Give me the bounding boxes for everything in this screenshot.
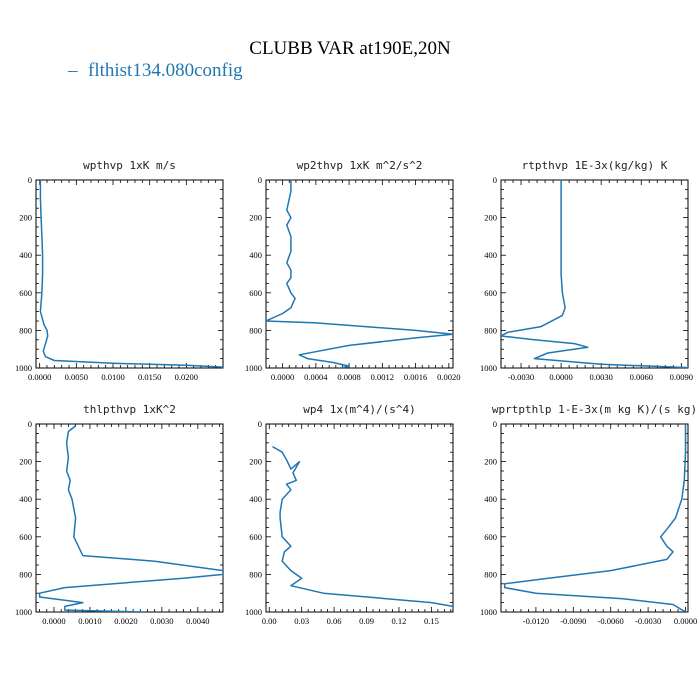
x-tick-label: 0.0030 xyxy=(150,616,173,626)
y-tick-label: 400 xyxy=(19,494,32,504)
x-tick-label: 0.0000 xyxy=(28,372,51,382)
y-tick-label: 600 xyxy=(19,288,32,298)
x-tick-label: 0.06 xyxy=(327,616,342,626)
y-tick-label: 1000 xyxy=(15,607,32,617)
chart-panel-3: rtpthvp 1E-3x(kg/kg) K 0 200 400 600 800 1000 -… xyxy=(480,159,693,382)
y-tick-label: 400 xyxy=(249,250,262,260)
x-tick-label: 0.0050 xyxy=(65,372,88,382)
x-tick-label: 0.0040 xyxy=(186,616,209,626)
series-line xyxy=(272,445,453,611)
plot-frame xyxy=(35,179,224,369)
y-tick-label: 600 xyxy=(249,532,262,542)
x-tick-label: 0.0100 xyxy=(101,372,124,382)
x-tick-label: 0.0000 xyxy=(674,616,697,626)
series-line xyxy=(38,425,223,612)
x-tick-label: 0.0200 xyxy=(175,372,198,382)
y-tick-label: 400 xyxy=(19,250,32,260)
y-tick-label: 1000 xyxy=(480,607,497,617)
y-tick-label: 400 xyxy=(249,494,262,504)
x-tick-label: -0.0090 xyxy=(560,616,586,626)
series-line xyxy=(503,424,687,612)
y-tick-label: 200 xyxy=(19,213,32,223)
x-tick-label: 0.09 xyxy=(359,616,374,626)
y-tick-label: 200 xyxy=(249,213,262,223)
series-line xyxy=(39,180,223,368)
x-tick-label: 0.0030 xyxy=(589,372,612,382)
y-tick-label: 600 xyxy=(249,288,262,298)
y-tick-label: 400 xyxy=(484,250,497,260)
x-tick-label: 0.0010 xyxy=(78,616,101,626)
x-tick-label: 0.0000 xyxy=(271,372,294,382)
x-tick-label: 0.15 xyxy=(424,616,439,626)
y-tick-label: 200 xyxy=(19,457,32,467)
y-tick-label: 200 xyxy=(484,457,497,467)
y-tick-label: 0 xyxy=(493,175,497,185)
x-tick-label: 0.12 xyxy=(392,616,407,626)
panel-title: rtpthvp 1E-3x(kg/kg) K xyxy=(522,159,668,172)
y-tick-label: 200 xyxy=(249,457,262,467)
y-tick-label: 0 xyxy=(28,175,32,185)
legend-label: flthist134.080config xyxy=(88,60,243,81)
x-tick-label: 0.0000 xyxy=(42,616,65,626)
legend-dash: – xyxy=(67,60,78,81)
panel-title: thlpthvp 1xK^2 xyxy=(83,403,176,416)
figure-title: CLUBB VAR at190E,20N xyxy=(249,38,451,59)
y-tick-label: 800 xyxy=(249,325,262,335)
plot-frame xyxy=(265,179,454,369)
x-tick-label: 0.03 xyxy=(294,616,309,626)
y-tick-label: 1000 xyxy=(480,363,497,373)
series-line xyxy=(266,180,453,368)
x-tick-label: 0.0004 xyxy=(304,372,328,382)
y-tick-label: 1000 xyxy=(15,363,32,373)
y-tick-label: 0 xyxy=(258,175,262,185)
chart-panel-2: wp2thvp 1xK m^2/s^2 0 200 400 600 800 1000 0.00… xyxy=(245,159,461,382)
x-tick-label: 0.0012 xyxy=(371,372,394,382)
x-tick-label: 0.0090 xyxy=(670,372,693,382)
x-tick-label: 0.00 xyxy=(262,616,277,626)
x-tick-label: -0.0030 xyxy=(508,372,534,382)
chart-panel-4: thlpthvp 1xK^2 0 200 400 600 800 1000 0.0000 0.0… xyxy=(15,403,224,626)
x-tick-label: 0.0020 xyxy=(437,372,460,382)
x-tick-label: -0.0030 xyxy=(635,616,661,626)
y-tick-label: 600 xyxy=(484,532,497,542)
y-tick-label: 800 xyxy=(19,325,32,335)
panel-title: wprtpthlp 1-E-3x(m kg K)/(s kg) xyxy=(492,403,697,416)
x-tick-label: 0.0150 xyxy=(138,372,161,382)
y-tick-label: 1000 xyxy=(245,363,262,373)
y-tick-label: 400 xyxy=(484,494,497,504)
x-tick-label: 0.0020 xyxy=(114,616,137,626)
x-tick-label: 0.0000 xyxy=(549,372,572,382)
x-tick-label: -0.0060 xyxy=(598,616,624,626)
y-tick-label: 800 xyxy=(19,569,32,579)
y-tick-label: 800 xyxy=(484,569,497,579)
chart-panel-6: wprtpthlp 1-E-3x(m kg K)/(s kg) 0 200 400 60… xyxy=(480,403,697,626)
x-tick-label: 0.0016 xyxy=(404,372,427,382)
y-tick-label: 0 xyxy=(493,419,497,429)
panel-title: wpthvp 1xK m/s xyxy=(83,159,176,172)
x-tick-label: -0.0120 xyxy=(523,616,549,626)
x-tick-label: 0.0008 xyxy=(337,372,360,382)
plot-frame xyxy=(500,423,689,613)
y-tick-label: 200 xyxy=(484,213,497,223)
y-tick-label: 0 xyxy=(28,419,32,429)
y-tick-label: 1000 xyxy=(245,607,262,617)
y-tick-label: 800 xyxy=(484,325,497,335)
y-tick-label: 0 xyxy=(258,419,262,429)
y-tick-label: 800 xyxy=(249,569,262,579)
x-tick-label: 0.0060 xyxy=(630,372,653,382)
legend: – flthist134.080config xyxy=(67,60,243,81)
panel-title: wp2thvp 1xK m^2/s^2 xyxy=(297,159,423,172)
y-tick-label: 600 xyxy=(484,288,497,298)
series-line xyxy=(501,180,688,368)
plot-frame xyxy=(35,423,224,613)
y-tick-label: 600 xyxy=(19,532,32,542)
panel-title: wp4 1x(m^4)/(s^4) xyxy=(303,403,416,416)
